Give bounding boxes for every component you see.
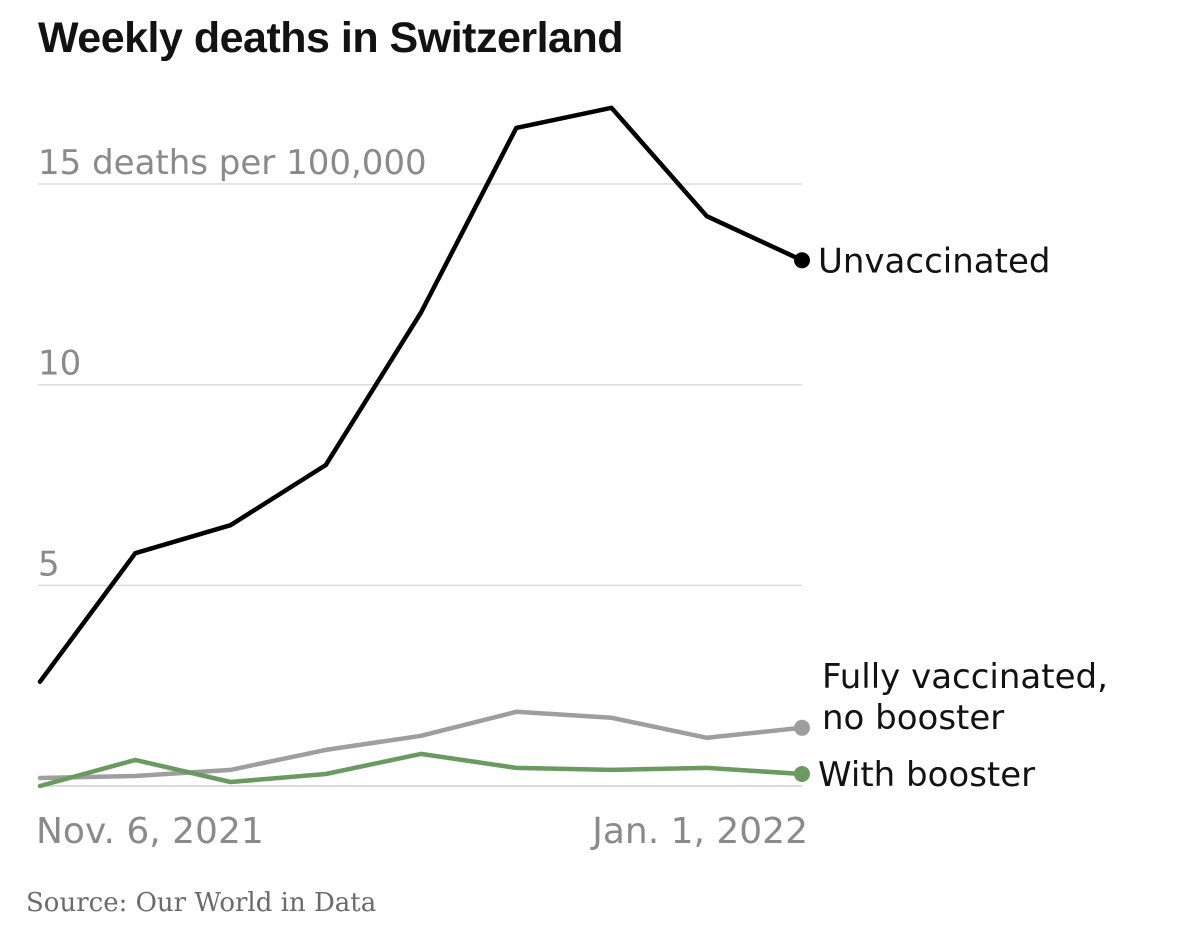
x-axis-ticks: Nov. 6, 2021 Jan. 1, 2022 (36, 811, 808, 852)
gridlines (38, 183, 802, 787)
x-tick-label: Jan. 1, 2022 (590, 811, 808, 852)
series-labels: Unvaccinated Fully vaccinated, no booster W… (818, 241, 1108, 795)
series-line-unvaccinated (37, 105, 805, 684)
series-label: Fully vaccinated, no booster (822, 657, 1108, 738)
series-label: Unvaccinated (818, 241, 1050, 281)
series-label-line: Fully vaccinated, (822, 657, 1108, 697)
line-chart: 15 deaths per 100,000 10 5 Nov. 6, 2021 Jan… (36, 105, 1108, 852)
series-endpoint-unvaccinated (794, 252, 810, 269)
y-tick-label: 10 (38, 344, 81, 384)
series-label: With booster (818, 755, 1035, 795)
chart-source: Source: Our World in Data (26, 888, 377, 918)
y-tick-label: 15 deaths per 100,000 (38, 143, 427, 183)
x-tick-label: Nov. 6, 2021 (36, 811, 264, 852)
series-endpoint-fully-vaccinated-no-booster (794, 719, 810, 736)
series-lines (37, 105, 810, 789)
y-tick-label: 5 (38, 544, 60, 584)
series-endpoint-with-booster (794, 765, 810, 782)
y-axis-ticks: 15 deaths per 100,000 10 5 (38, 143, 427, 584)
series-label-line: no booster (822, 698, 1004, 738)
series-line-fully-vaccinated-no-booster (37, 709, 805, 781)
chart-title: Weekly deaths in Switzerland (38, 14, 624, 62)
series-line-with-booster (37, 751, 805, 789)
